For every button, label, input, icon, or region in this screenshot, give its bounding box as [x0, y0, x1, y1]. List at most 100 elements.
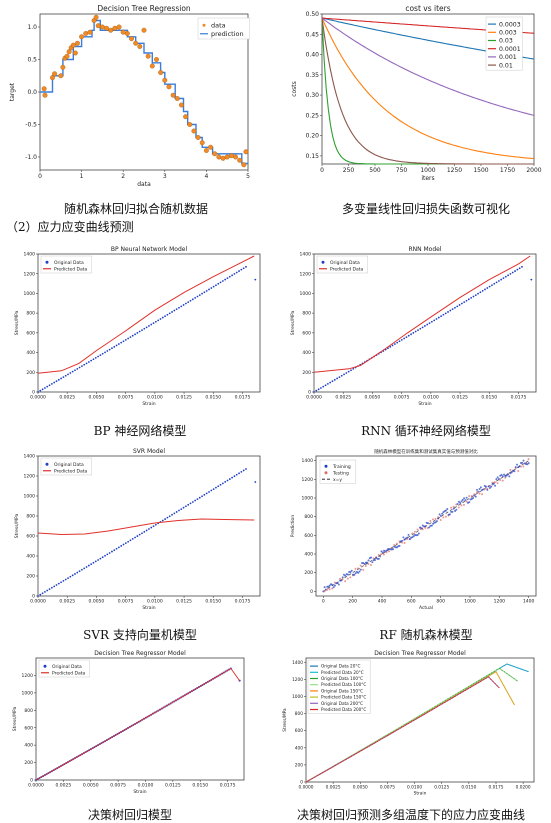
training-point: [476, 488, 479, 491]
y-tick-label: 1000: [300, 291, 312, 297]
training-point: [508, 475, 511, 478]
original-point: [111, 550, 113, 553]
y-tick-label: 1200: [24, 271, 36, 277]
original-point: [201, 292, 203, 295]
original-point: [90, 359, 93, 362]
training-point: [485, 485, 488, 488]
original-point: [69, 575, 72, 578]
data-point: [72, 50, 78, 56]
original-point: [111, 347, 113, 350]
training-point: [377, 557, 380, 560]
data-point: [52, 71, 58, 77]
legend-label: Testing: [332, 470, 349, 476]
x-tick-label: 2: [121, 173, 125, 180]
y-tick-label: 1200: [302, 477, 314, 483]
original-point: [134, 536, 136, 539]
testing-point: [359, 564, 362, 567]
y-tick-label: 1000: [302, 496, 314, 502]
training-point: [459, 501, 462, 504]
training-point: [333, 584, 336, 587]
original-point: [240, 268, 243, 271]
legend-box: [319, 459, 357, 484]
original-point: [196, 498, 199, 501]
testing-point: [411, 532, 414, 535]
original-point: [184, 505, 187, 508]
training-point: [412, 535, 415, 538]
training-point: [416, 533, 419, 536]
x-axis-label: Strain: [142, 605, 155, 611]
original-point: [442, 313, 445, 316]
legend-label: Original Data 150°C: [321, 688, 363, 693]
original-point: [217, 282, 220, 285]
y-tick-label: 1400: [24, 252, 36, 258]
chart-bp-neural-network: 0.0000 0.0025 0.0050 0.0075 0.0100 0.0125 0.01…: [4, 240, 274, 418]
original-point: [64, 578, 67, 581]
original-point: [254, 481, 257, 483]
original-point: [37, 391, 39, 393]
y-tick-label: 200: [26, 370, 35, 376]
original-point: [99, 354, 102, 357]
original-point: [340, 374, 343, 377]
training-point: [432, 522, 435, 525]
original-point: [393, 343, 396, 345]
original-point: [491, 284, 493, 287]
original-point: [97, 355, 99, 358]
testing-point: [395, 542, 398, 545]
testing-point: [462, 503, 465, 506]
x-tick-label: 0.0175: [235, 395, 251, 401]
original-point: [154, 320, 157, 323]
x-tick-label: 1: [80, 173, 84, 180]
original-point: [57, 378, 60, 381]
training-point: [464, 499, 467, 502]
testing-point: [478, 492, 481, 495]
training-point: [460, 500, 463, 503]
original-point: [143, 327, 146, 330]
original-point: [138, 330, 141, 333]
x-tick-label: 0.0125: [176, 395, 192, 401]
original-point: [69, 372, 72, 374]
legend-label: 0.01: [499, 62, 513, 69]
original-point: [189, 502, 192, 505]
original-point: [104, 554, 106, 557]
x-tick-label: 0.0050: [89, 395, 105, 401]
original-point: [226, 479, 229, 482]
chart-rnn: 0.0000 0.0025 0.0050 0.0075 0.0100 0.0125 0.01…: [280, 240, 548, 418]
y-tick-label: 0.30: [306, 92, 320, 99]
original-point: [129, 336, 132, 339]
x-tick-label: 0.0175: [220, 783, 236, 789]
training-point: [488, 487, 491, 490]
testing-point: [431, 518, 434, 521]
data-point: [199, 140, 205, 146]
original-point: [178, 509, 180, 512]
training-point: [331, 583, 334, 586]
original-point: [41, 592, 44, 595]
original-point: [143, 530, 146, 533]
original-point: [317, 388, 320, 391]
x-tick-label: 0.0125: [165, 783, 181, 789]
data-point: [237, 157, 243, 163]
original-point: [231, 274, 234, 277]
original-point: [238, 270, 240, 272]
y-tick-label: 200: [24, 760, 33, 766]
original-point: [41, 388, 44, 391]
original-point: [138, 533, 141, 536]
testing-point: [331, 587, 334, 590]
legend-label: 0.0003: [499, 21, 521, 28]
x-tick-label: 0.0050: [353, 784, 368, 790]
training-point: [509, 472, 512, 475]
training-point: [455, 508, 458, 511]
chart-cost-vs-iters: 0 250 500 750 1000 1250 1500 1750 2000 0.15 0.20 0.…: [288, 2, 546, 194]
testing-point: [380, 553, 383, 556]
legend-box: [40, 255, 92, 274]
x-tick-label: 800: [436, 599, 445, 605]
y-tick-label: 1000: [22, 690, 34, 696]
testing-point: [457, 506, 460, 509]
x-axis-label: data: [137, 181, 151, 188]
training-point: [406, 536, 409, 539]
caption-linear-regression-loss: 多变量线性回归损失函数可视化: [341, 202, 510, 216]
y-tick-label: 0.25: [306, 112, 320, 119]
original-point: [81, 568, 83, 571]
testing-point: [344, 580, 347, 583]
original-point: [184, 302, 187, 305]
original-point: [444, 312, 447, 315]
